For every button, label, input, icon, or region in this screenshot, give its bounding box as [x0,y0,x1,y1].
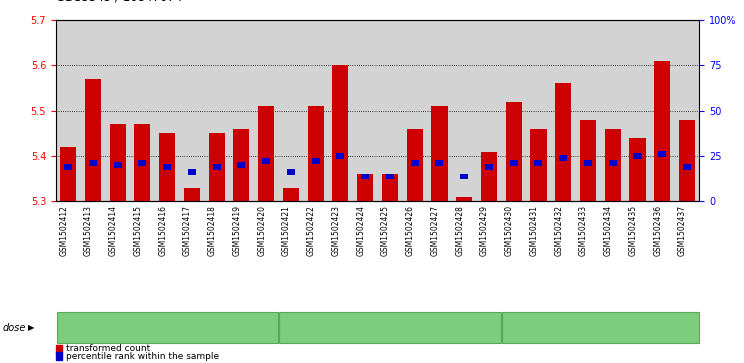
Bar [258,106,275,201]
Bar [382,174,398,201]
Text: GSM1502432: GSM1502432 [554,205,563,256]
Text: GDS5345 / 10847074: GDS5345 / 10847074 [56,0,182,4]
Bar [357,174,373,201]
Text: GSM1502412: GSM1502412 [60,205,68,256]
Text: GSM1502416: GSM1502416 [158,205,167,256]
Bar [461,174,468,179]
Text: GSM1502427: GSM1502427 [431,205,440,256]
Bar [333,65,348,201]
Bar [435,160,443,166]
Bar [605,129,620,201]
Bar [633,153,641,159]
Text: GSM1502414: GSM1502414 [109,205,118,256]
Bar [312,158,320,164]
Bar [432,106,447,201]
Bar [609,160,617,166]
Text: GSM1502434: GSM1502434 [603,205,613,256]
Bar [188,169,196,175]
Bar [109,125,126,201]
Bar [559,155,567,161]
Bar [534,160,542,166]
Text: GSM1502424: GSM1502424 [356,205,365,256]
Text: GSM1502436: GSM1502436 [653,205,662,256]
Text: GSM1502420: GSM1502420 [257,205,266,256]
Text: GSM1502435: GSM1502435 [629,205,638,256]
Text: GSM1502437: GSM1502437 [678,205,687,256]
Bar [679,120,695,201]
Bar [481,152,497,201]
Text: GSM1502428: GSM1502428 [455,205,464,256]
Bar [530,129,547,201]
Bar [584,160,592,166]
Text: 10,000 IU/kg diet, high: 10,000 IU/kg diet, high [548,323,652,332]
Bar [159,134,176,201]
Bar [234,129,249,201]
Bar [456,197,472,201]
Bar [506,102,522,201]
Bar [654,61,670,201]
Bar [336,153,344,159]
Text: percentile rank within the sample: percentile rank within the sample [66,352,219,360]
Bar [683,164,691,170]
Text: dose: dose [3,323,26,333]
Bar [629,138,646,201]
Text: GSM1502423: GSM1502423 [331,205,341,256]
Bar [262,158,270,164]
Bar [114,162,122,168]
Text: GSM1502417: GSM1502417 [183,205,192,256]
Bar [580,120,596,201]
Bar [184,188,200,201]
Text: GSM1502422: GSM1502422 [307,205,315,256]
Text: ▶: ▶ [28,323,35,332]
Bar [213,164,221,170]
Text: GSM1502429: GSM1502429 [480,205,489,256]
Bar [64,164,72,170]
Text: GSM1502425: GSM1502425 [381,205,390,256]
Text: GSM1502430: GSM1502430 [504,205,513,256]
Text: GSM1502431: GSM1502431 [530,205,539,256]
Bar [407,129,423,201]
Bar [386,174,394,179]
Bar [308,106,324,201]
Text: GSM1502413: GSM1502413 [84,205,93,256]
Text: GSM1502421: GSM1502421 [282,205,291,256]
Text: 100 IU/kg diet, low: 100 IU/kg diet, low [125,323,210,332]
Bar [411,160,419,166]
Text: GSM1502426: GSM1502426 [405,205,414,256]
Bar [485,164,493,170]
Bar [658,151,667,157]
Bar [89,160,97,166]
Bar [510,160,518,166]
Bar [555,83,571,201]
Text: 1000 IU/kg diet, medium: 1000 IU/kg diet, medium [334,323,446,332]
Bar [208,134,225,201]
Bar [287,169,295,175]
Bar [361,174,369,179]
Bar [135,125,150,201]
Bar [60,147,76,201]
Text: GSM1502418: GSM1502418 [208,205,217,256]
Text: transformed count: transformed count [66,344,150,353]
Text: GSM1502419: GSM1502419 [232,205,242,256]
Bar [283,188,299,201]
Bar [138,160,147,166]
Bar [163,164,171,170]
Bar [237,162,246,168]
Bar [85,79,101,201]
Text: GSM1502415: GSM1502415 [133,205,142,256]
Text: GSM1502433: GSM1502433 [579,205,588,256]
